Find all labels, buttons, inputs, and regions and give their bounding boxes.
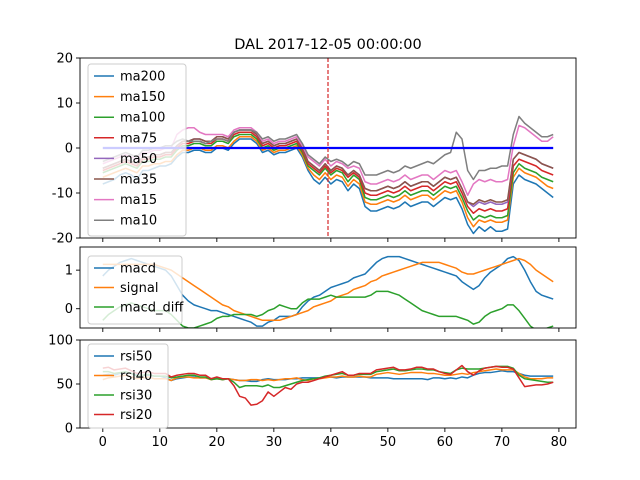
legend-frame xyxy=(87,343,169,429)
x-tick-label: 40 xyxy=(323,435,340,450)
y-tick-label: 100 xyxy=(48,334,73,349)
series-line-rsi40 xyxy=(102,368,554,382)
y-tick-label: 0 xyxy=(65,142,73,157)
series-line-rsi20 xyxy=(102,364,554,406)
legend-label-rsi30: rsi30 xyxy=(120,389,152,404)
legend-label-signal: signal xyxy=(120,281,158,296)
y-tick-label: 20 xyxy=(56,52,73,67)
legend-label-ma200: ma200 xyxy=(120,70,165,85)
axes-frame xyxy=(79,246,577,329)
x-tick-label: 20 xyxy=(209,435,226,450)
x-tick-label: 70 xyxy=(494,435,511,450)
legend-label-ma75: ma75 xyxy=(120,131,157,146)
legend: ma200 ma150 ma100 ma75 ma50 ma35 ma15 ma10 xyxy=(87,63,187,237)
legend-label-ma150: ma150 xyxy=(120,90,165,105)
macd-panel: 0 1 macd signal macd_diff xyxy=(65,246,577,332)
x-tick-label: 10 xyxy=(152,435,169,450)
legend-frame xyxy=(87,63,187,237)
x-tick-label: 80 xyxy=(551,435,568,450)
plot-area xyxy=(102,364,554,406)
legend-label-rsi40: rsi40 xyxy=(120,369,152,384)
legend-label-ma100: ma100 xyxy=(120,111,165,126)
legend-label-ma35: ma35 xyxy=(120,173,157,188)
legend-label-rsi50: rsi50 xyxy=(120,350,152,365)
legend: macd signal macd_diff xyxy=(87,255,184,325)
y-tick-label: 50 xyxy=(56,378,73,393)
y-tick-label: -10 xyxy=(52,187,73,202)
legend-label-rsi20: rsi20 xyxy=(120,408,152,423)
legend-label-macd: macd xyxy=(120,262,156,277)
x-tick-label: 50 xyxy=(380,435,397,450)
y-tick-label: 10 xyxy=(56,97,73,112)
legend-label-macd_diff: macd_diff xyxy=(120,301,184,316)
y-tick-label: 0 xyxy=(65,302,73,317)
ma-panel: -20-1001020ma200ma150ma100ma75ma50ma35ma… xyxy=(52,52,577,247)
legend-label-ma50: ma50 xyxy=(120,152,157,167)
legend: rsi50 rsi40 rsi30 rsi20 xyxy=(87,343,169,429)
legend-label-ma15: ma15 xyxy=(120,193,157,208)
x-tick-label: 60 xyxy=(437,435,454,450)
y-tick-label: -20 xyxy=(52,232,73,247)
chart-title: DAL 2017-12-05 00:00:00 xyxy=(234,37,422,53)
legend-label-ma10: ma10 xyxy=(120,214,157,229)
y-tick-label: 1 xyxy=(65,264,73,279)
x-tick-label: 30 xyxy=(266,435,283,450)
y-tick-label: 0 xyxy=(65,422,73,437)
x-tick-label: 0 xyxy=(99,435,107,450)
